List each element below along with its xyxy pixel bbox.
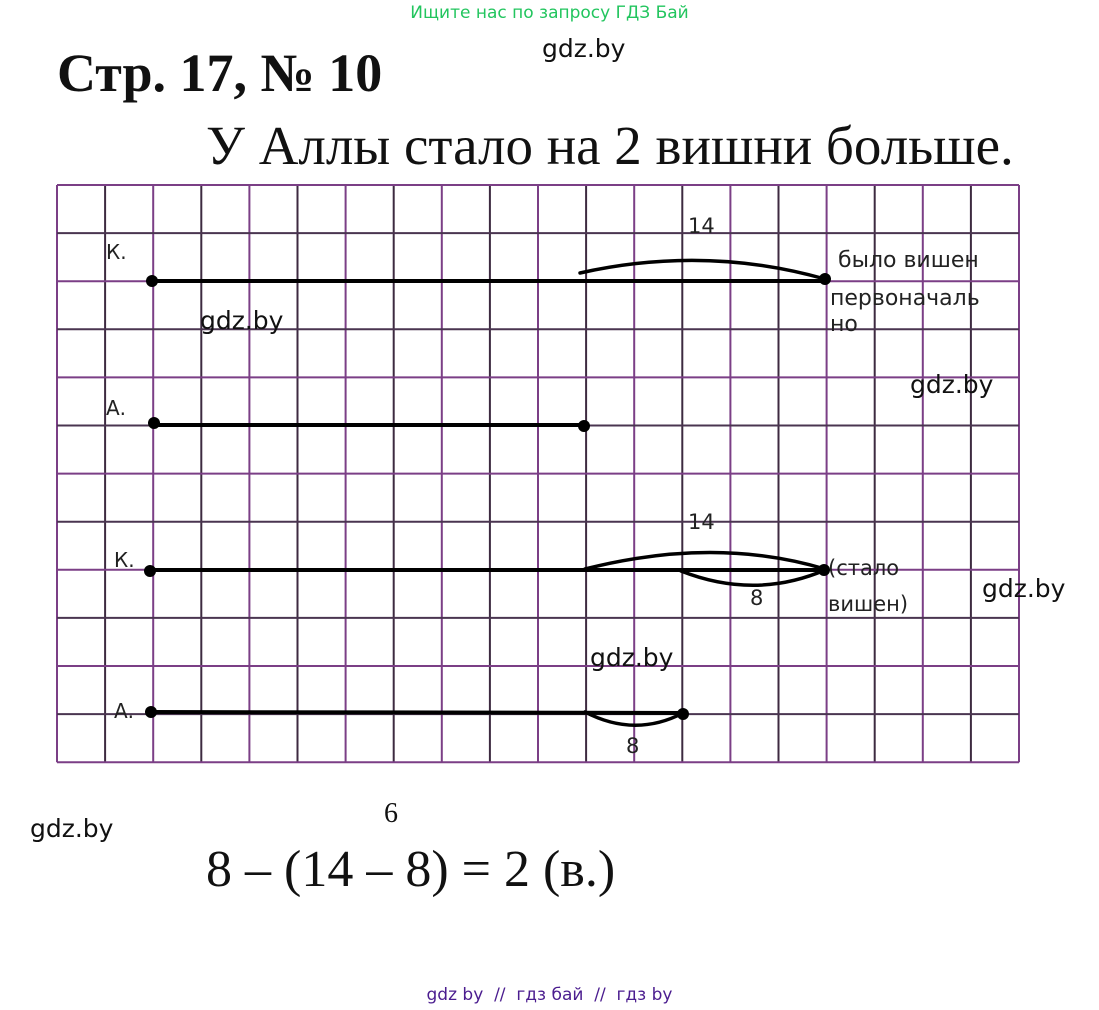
label-14-row3: 14 — [688, 510, 715, 534]
note-row3: (стало вишен) — [828, 550, 908, 622]
search-hint: Ищите нас по запросу ГДЗ Бай — [410, 3, 689, 23]
point — [146, 275, 158, 287]
point — [148, 417, 160, 429]
label-a1: А. — [106, 396, 127, 420]
segment-a2 — [148, 710, 685, 715]
label-8-row4: 8 — [626, 734, 640, 758]
brace-k1-14 — [578, 258, 827, 281]
watermark: gdz.by — [590, 643, 674, 672]
note-line: было вишен — [838, 248, 979, 273]
footer-link[interactable]: gdz by // гдз бай // гдз by — [426, 985, 673, 1005]
watermark: gdz.by — [542, 34, 626, 63]
label-8-row3: 8 — [750, 586, 764, 610]
watermark: gdz.by — [982, 574, 1066, 603]
label-14-row1: 14 — [688, 214, 715, 238]
note-row1: было вишен первоначаль но — [830, 242, 980, 344]
label-k2: К. — [114, 548, 135, 572]
point — [819, 273, 831, 285]
brace-k2-14 — [583, 550, 827, 571]
note-line: первоначаль — [830, 286, 980, 311]
point — [145, 706, 157, 718]
label-k1: К. — [106, 240, 127, 264]
brace-k2-8 — [679, 568, 827, 587]
note-line: но — [830, 312, 858, 337]
point — [818, 564, 830, 576]
point — [144, 565, 156, 577]
note-line: (стало — [828, 556, 900, 580]
solution-expression: 8 – (14 – 8) = 2 (в.) — [206, 841, 616, 898]
note-line: вишен) — [828, 592, 909, 616]
page-title: Стр. 17, № 10 — [57, 43, 383, 103]
brace-a2-8 — [583, 710, 685, 727]
watermark: gdz.by — [30, 814, 114, 843]
annotation-6: 6 — [384, 798, 398, 829]
point — [578, 420, 590, 432]
watermark: gdz.by — [200, 306, 284, 335]
point — [677, 708, 689, 720]
answer-text: У Аллы стало на 2 вишни больше. — [206, 115, 1014, 176]
label-a2: А. — [114, 699, 135, 723]
watermark: gdz.by — [910, 370, 994, 399]
